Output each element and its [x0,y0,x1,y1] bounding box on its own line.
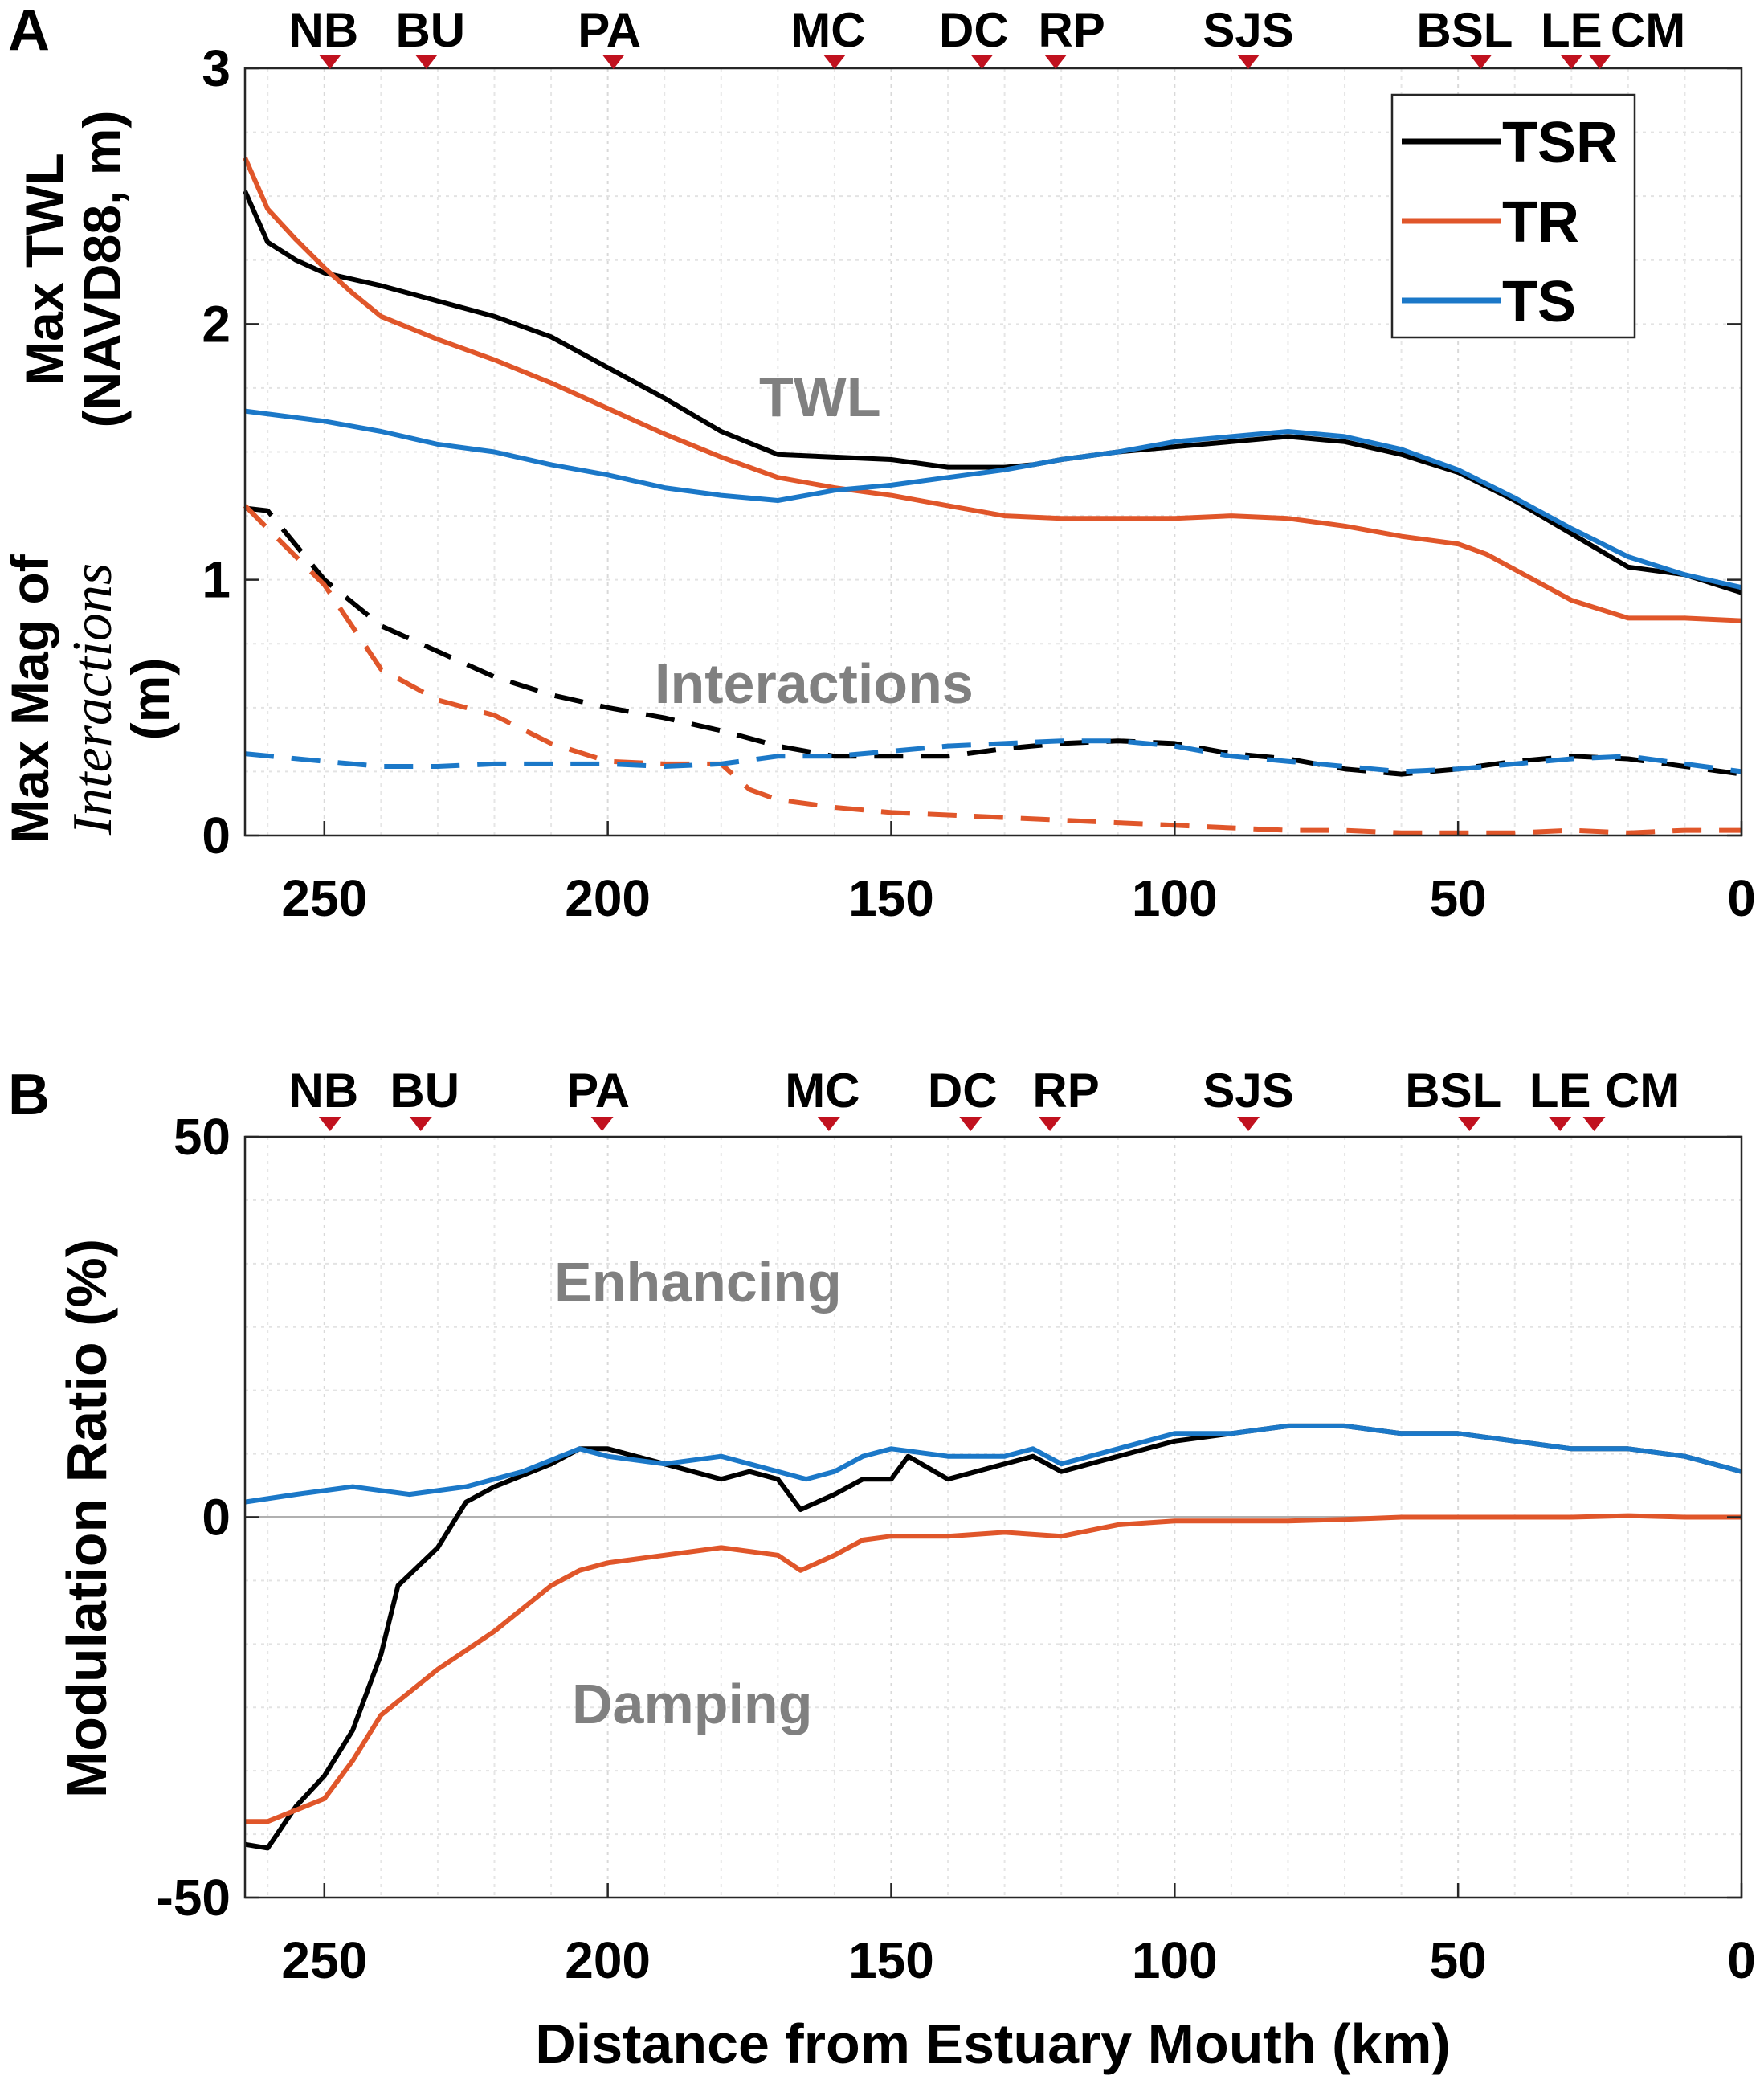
x-tick-label: 200 [565,869,651,927]
series-tr-interactions [243,504,1742,836]
x-tick-label: 50 [1430,1931,1487,1989]
station-label-le: LE [1529,1064,1591,1118]
station-marker-bu [409,1117,432,1131]
x-tick-label: 0 [1727,869,1756,927]
station-label-bu: BU [395,3,465,57]
panel-b-ylabel: Modulation Ratio (%) [55,1239,118,1798]
annotation-twl: TWL [759,366,881,428]
y-tick-label: -50 [157,1869,231,1927]
station-marker-bsl [1469,55,1492,69]
panel-b-y-ticks: -50 0 50 [157,1108,1742,1927]
station-label-bsl: BSL [1405,1064,1501,1118]
panel-a-x-ticks: 250 200 150 100 50 0 [281,821,1756,927]
panel-b-stations: NB BU PA MC DC RP SJS BSL LE CM [289,1064,1680,1131]
panel-b-label: B [8,1063,50,1127]
station-label-pa: PA [578,3,641,57]
y-tick-label: 0 [202,1489,231,1547]
station-label-pa: PA [566,1064,630,1118]
series-ts-interactions [244,738,1742,774]
station-label-nb: NB [289,3,359,57]
station-marker-dc [970,55,994,69]
station-marker-le [1560,55,1583,69]
series-tr [245,1513,1742,1824]
annotation-damping: Damping [572,1673,812,1735]
station-label-cm: CM [1611,3,1685,57]
panel-b-x-ticks: 250 200 150 100 50 0 [281,1883,1756,1989]
x-tick-label: 50 [1430,869,1487,927]
panel-a-ylabel-bottom: Max Mag of Interactions (m) [0,554,180,843]
x-tick-label: 250 [281,869,367,927]
panel-a-ylabel-bottom-line3: (m) [120,658,180,741]
panel-a-label: A [8,0,50,63]
station-marker-sjs [1237,1117,1260,1131]
panel-b-series [244,1423,1742,1851]
y-tick-label: 1 [202,551,231,609]
station-marker-bu [414,55,438,69]
station-marker-cm [1582,1117,1606,1131]
station-marker-pa [590,1117,614,1131]
series-tsr-interactions [244,505,1742,777]
station-marker-rp [1039,1117,1062,1131]
panel-a-ylabel-top-line1: Max TWL [14,153,74,386]
panel-a-ylabel-top: Max TWL (NAVD88, m) [14,111,132,428]
station-label-bsl: BSL [1416,3,1513,57]
panel-a-ylabel-bottom-line2: Interactions [62,563,124,836]
series-ts [244,1423,1742,1505]
panel-a-ylabel-bottom-line1: Max Mag of [0,554,59,843]
station-label-dc: DC [928,1064,998,1118]
panel-b-xlabel: Distance from Estuary Mouth (km) [535,2012,1451,2075]
station-label-le: LE [1541,3,1603,57]
station-marker-le [1549,1117,1572,1131]
station-marker-nb [318,55,341,69]
station-marker-pa [602,55,625,69]
station-label-cm: CM [1605,1064,1680,1118]
x-tick-label: 100 [1132,869,1218,927]
panel-b: B NB BU PA MC DC RP SJS BSL LE CM 250 200 150 100 50 0… [8,1063,1756,2075]
station-marker-cm [1588,55,1611,69]
panel-a: A NB BU PA MC DC RP SJS BSL LE CM 250 200 150 100 50 0… [0,0,1756,927]
station-marker-mc [817,1117,840,1131]
station-label-mc: MC [785,1064,860,1118]
x-tick-label: 150 [848,1931,934,1989]
station-label-sjs: SJS [1203,1064,1293,1118]
station-label-nb: NB [289,1064,359,1118]
panel-a-series [243,157,1742,836]
station-marker-mc [823,55,846,69]
y-tick-label: 3 [202,39,231,97]
x-tick-label: 0 [1727,1931,1756,1989]
y-tick-label: 50 [174,1108,231,1166]
series-ts [244,408,1742,590]
station-label-sjs: SJS [1203,3,1293,57]
x-tick-label: 150 [848,869,934,927]
panel-a-y-ticks: 0 1 2 3 [202,39,1742,864]
annotation-enhancing: Enhancing [554,1251,842,1314]
station-marker-nb [318,1117,341,1131]
station-marker-rp [1044,55,1068,69]
y-tick-label: 0 [202,807,231,864]
station-label-bu: BU [390,1064,459,1118]
legend-box [1390,93,1636,339]
station-label-rp: RP [1032,1064,1099,1118]
legend-label-ts: TS [1502,270,1576,334]
legend: TSR TR TS [1390,93,1636,339]
legend-label-tr: TR [1502,190,1579,255]
panel-a-stations: NB BU PA MC DC RP SJS BSL LE CM [289,3,1685,69]
x-tick-label: 250 [281,1931,367,1989]
station-label-mc: MC [790,3,865,57]
legend-label-tsr: TSR [1502,111,1618,175]
series-tr [243,157,1742,623]
panel-a-frame [243,67,1743,837]
station-marker-bsl [1458,1117,1481,1131]
station-label-rp: RP [1038,3,1105,57]
station-marker-sjs [1237,55,1260,69]
annotation-interactions: Interactions [655,652,974,715]
panel-a-ylabel-top-line2: (NAVD88, m) [72,111,132,428]
y-tick-label: 2 [202,295,231,353]
x-tick-label: 100 [1132,1931,1218,1989]
x-tick-label: 200 [565,1931,651,1989]
station-marker-dc [959,1117,982,1131]
station-label-dc: DC [939,3,1009,57]
